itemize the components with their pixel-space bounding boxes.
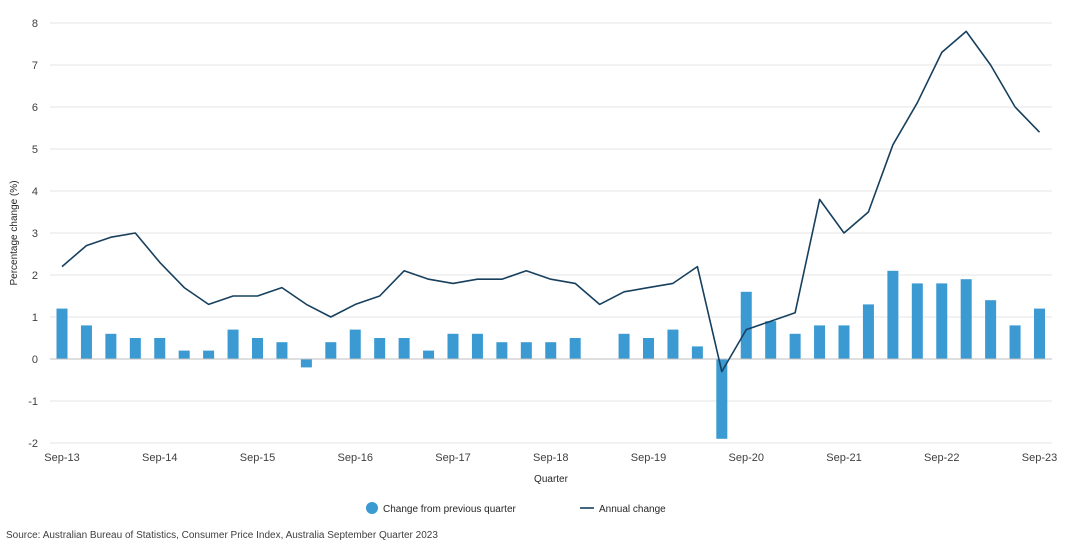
bar [203,350,215,359]
x-tick-label: Sep-21 [826,452,861,464]
y-tick-label: 5 [32,144,38,156]
bar [667,329,679,359]
bar [398,338,410,359]
bar [765,321,777,359]
y-tick-label: 6 [32,102,38,114]
bar [227,329,239,359]
legend: Change from previous quarter Annual chan… [366,502,666,515]
line-series [61,30,1041,373]
y-tick-label: 8 [32,18,38,30]
y-tick-label: 4 [32,186,38,198]
annual-change-line [61,30,1041,373]
x-axis-ticks: Sep-13 Sep-14 Sep-15 Sep-16 Sep-17 Sep-18 Sep-… [44,452,1057,464]
y-axis-title: Percentage change (%) [9,180,20,285]
x-tick-label: Sep-20 [729,452,764,464]
y-axis-ticks: -2 -1 0 1 2 3 4 5 6 7 8 [28,18,38,450]
bar [691,346,703,359]
x-tick-label: Sep-17 [435,452,470,464]
x-tick-label: Sep-18 [533,452,568,464]
bar [105,333,117,359]
x-tick-label: Sep-22 [924,452,959,464]
y-tick-label: 0 [32,354,38,366]
bar [496,342,508,359]
bar-series [56,270,1045,439]
bar [936,283,948,359]
bar [423,350,435,359]
x-tick-label: Sep-14 [142,452,177,464]
bar [80,325,92,359]
source-note: Source: Australian Bureau of Statistics,… [6,530,438,541]
bar [862,304,874,359]
y-tick-label: 7 [32,60,38,72]
x-tick-label: Sep-23 [1022,452,1057,464]
bar [643,338,654,359]
y-tick-label: 1 [32,312,38,324]
bar [154,338,166,359]
bar [716,359,728,439]
bar [252,338,263,359]
bar [325,342,337,359]
bar [569,338,581,359]
bar [178,350,190,359]
bar [129,338,141,359]
bar [814,325,826,359]
bar [789,333,801,359]
bar [374,338,386,359]
legend-bar-marker [366,502,378,514]
x-axis-title: Quarter [534,474,569,485]
bar [276,342,288,359]
bar [349,329,361,359]
bar [1009,325,1021,359]
bar [1034,308,1045,359]
x-tick-label: Sep-19 [631,452,666,464]
legend-line-label: Annual change [599,504,666,515]
bar [838,325,850,359]
bar [740,291,752,359]
bar [545,342,557,359]
x-tick-label: Sep-15 [240,452,275,464]
y-tick-label: -2 [28,438,38,450]
bar [471,333,483,359]
bar [960,279,972,359]
bar [300,359,312,368]
bar [447,333,459,359]
bar [618,333,630,359]
x-tick-label: Sep-13 [44,452,79,464]
y-tick-label: 3 [32,228,38,240]
x-tick-label: Sep-16 [338,452,373,464]
y-tick-label: -1 [28,396,38,408]
bar [985,300,997,359]
gridlines [50,22,1052,444]
bar [520,342,532,359]
y-tick-label: 2 [32,270,38,282]
bar [887,270,899,359]
bar [56,308,68,359]
legend-bar-label: Change from previous quarter [383,504,517,515]
bar [911,283,923,359]
